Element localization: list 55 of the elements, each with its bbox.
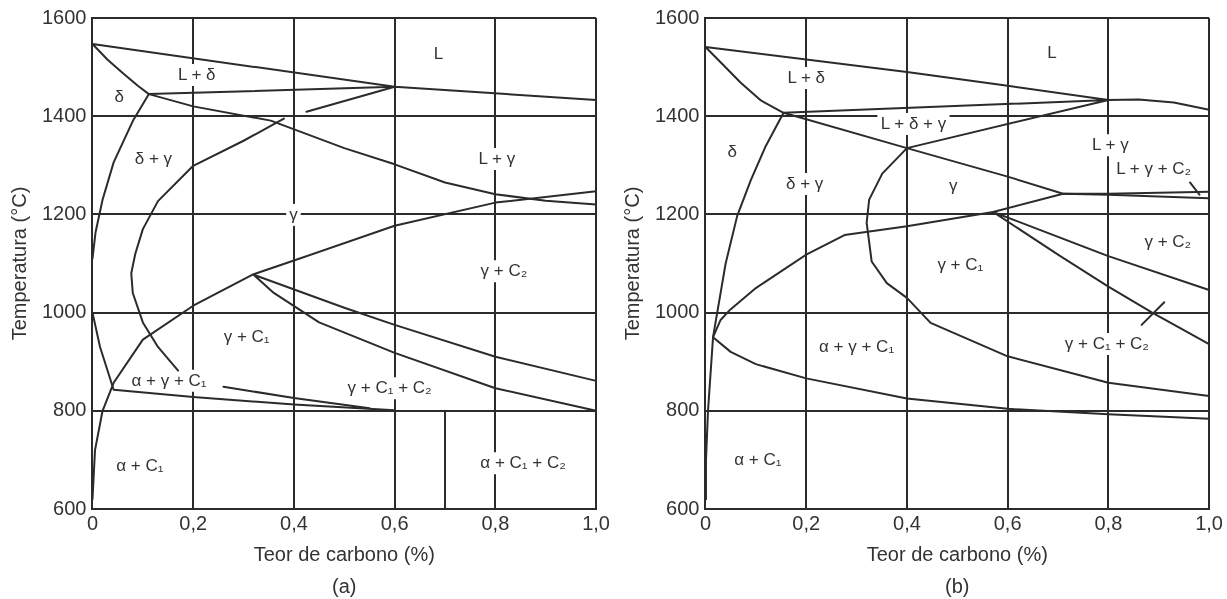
annotation: γ + C₁ (937, 255, 984, 275)
annotation: α + C₁ (734, 449, 782, 469)
y-tick-label: 1600 (654, 5, 700, 28)
annotation: γ + C₁ + C₂ (1064, 333, 1149, 353)
x-tick-label: 0,2 (179, 511, 208, 534)
annotation: α + C₁ (116, 456, 164, 476)
x-tick-label: 1,0 (582, 511, 610, 534)
x-tick-label: 0,6 (993, 511, 1022, 534)
x-tick-label: 0 (86, 511, 99, 534)
x-tick-label: 0,2 (792, 511, 821, 534)
annotation: L (433, 43, 444, 63)
x-tick-label: 0,4 (280, 511, 308, 534)
annotation: L + δ (177, 64, 216, 84)
x-axis-title: Teor de carbono (%) (866, 542, 1048, 565)
annotation: γ + C₁ (223, 326, 270, 346)
x-tick-label: 0,8 (1094, 511, 1123, 534)
annotation: δ (114, 87, 124, 107)
y-tick-label: 1000 (654, 300, 700, 323)
y-tick-label: 1400 (654, 103, 700, 126)
annotation: γ + C₂ (1144, 232, 1192, 252)
annotation: L + δ + γ (880, 113, 947, 133)
y-tick-label: 600 (666, 496, 700, 519)
x-tick-label: 0,4 (893, 511, 921, 534)
x-tick-label: 1,0 (1195, 511, 1223, 534)
annotation: L + δ (787, 67, 826, 87)
annotation: α + γ + C₁ (819, 337, 895, 357)
x-tick-label: 0,6 (380, 511, 409, 534)
annotation: δ + γ (134, 148, 173, 168)
text: (b) (945, 574, 970, 597)
y-tick-label: 1400 (41, 103, 87, 126)
text: (a) (332, 574, 357, 597)
y-axis-title: Temperatura (°C) (620, 186, 643, 341)
annotation: L + γ (1092, 134, 1130, 154)
y-tick-label: 1600 (41, 5, 87, 28)
annotation: γ + C₁ + C₂ (347, 377, 432, 397)
annotation: γ (289, 204, 299, 224)
y-tick-label: 1200 (654, 201, 700, 224)
annotation: δ (727, 141, 737, 161)
y-tick-label: 1000 (41, 300, 87, 323)
x-tick-label: 0,8 (481, 511, 510, 534)
annotation: L + γ (478, 148, 516, 168)
annotation: γ + C₂ (480, 261, 528, 281)
annotation: L (1047, 43, 1057, 63)
annotation: δ + γ (786, 173, 824, 193)
y-axis-title: Temperatura (°C) (7, 186, 30, 341)
y-tick-label: 800 (53, 398, 87, 421)
y-tick-label: 600 (53, 496, 87, 519)
y-tick-label: 1200 (41, 201, 87, 224)
annotation: α + γ + C₁ (131, 370, 207, 390)
x-tick-label: 0 (699, 511, 712, 534)
annotation: γ (949, 175, 959, 195)
y-tick-label: 800 (666, 398, 700, 421)
annotation: α + C₁ + C₂ (480, 453, 566, 473)
x-axis-title: Teor de carbono (%) (253, 542, 435, 565)
annotation: L + γ + C₂ (1116, 159, 1192, 179)
